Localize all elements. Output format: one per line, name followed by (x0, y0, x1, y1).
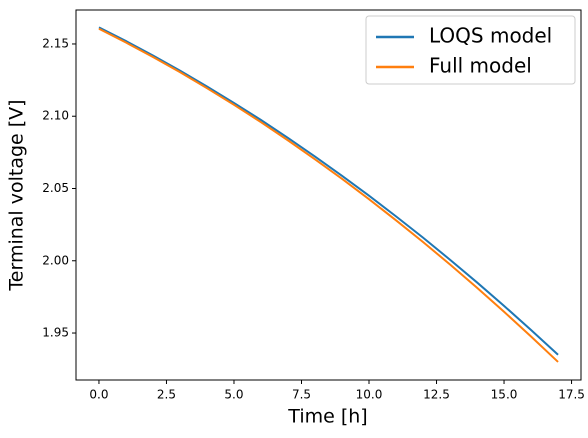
x-tick-label: 7.5 (292, 388, 311, 402)
line (98, 26, 559, 356)
legend-box (365, 15, 576, 85)
x-tick-label: 17.5 (558, 388, 585, 402)
x-tick-label: 12.5 (423, 388, 450, 402)
x-tick-label: 2.5 (157, 388, 176, 402)
line (98, 27, 559, 363)
y-tick-label: 1.95 (42, 326, 69, 340)
y-tick-label: 2.00 (42, 253, 69, 267)
y-tick-label: 2.15 (42, 36, 69, 50)
y-tick-label: 2.05 (42, 181, 69, 195)
legend-label: LOQS model (429, 24, 552, 48)
y-axis-label: Terminal voltage [V] (6, 99, 28, 291)
x-axis-label: Time [h] (287, 406, 367, 428)
plot-frame (75, 9, 582, 381)
x-tick-label: 10.0 (356, 388, 383, 402)
y-tick-label: 2.10 (42, 109, 69, 123)
x-tick-label: 15.0 (491, 388, 518, 402)
legend-label: Full model (429, 54, 532, 78)
x-tick-label: 5.0 (224, 388, 243, 402)
x-tick-label: 0.0 (89, 388, 108, 402)
